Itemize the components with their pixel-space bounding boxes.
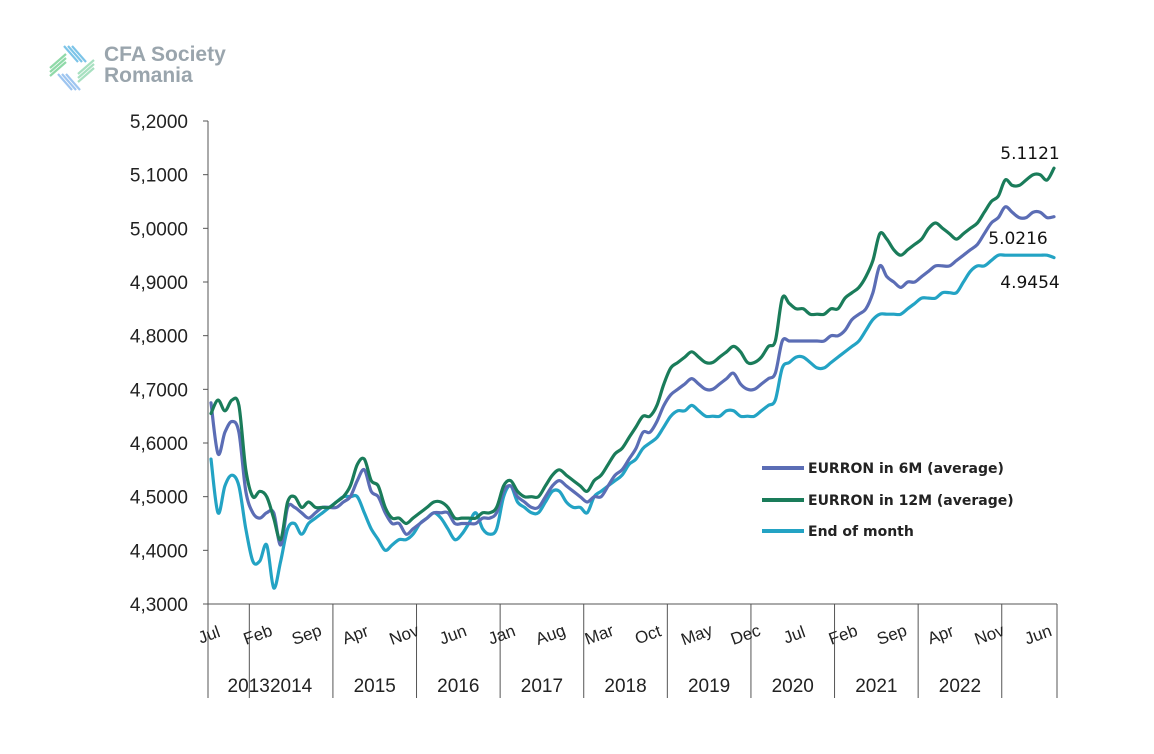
y-tick-label: 4,7000 [130, 380, 188, 401]
year-label: 2022 [939, 676, 981, 697]
year-label: 2016 [437, 676, 479, 697]
month-tick-label: Mar [582, 621, 616, 649]
logo-line-1: CFA Society [104, 43, 226, 66]
y-tick-label: 5,2000 [130, 112, 188, 133]
y-tick-label: 5,0000 [130, 219, 188, 240]
series-lines [209, 166, 1056, 590]
logo-line-2: Romania [104, 64, 193, 87]
legend-item-end-of-month-label: End of month [808, 524, 914, 540]
legend-item-eurron-6m-label: EURRON in 6M (average) [808, 461, 1004, 477]
value-annotations: 5.1121 5.0216 4.9454 [988, 144, 1059, 293]
month-tick-label: Sep [289, 621, 324, 649]
cfa-society-logo [44, 40, 234, 96]
year-label: 2021 [855, 676, 897, 697]
month-tick-label: Dec [728, 621, 763, 649]
month-tick-label: Jun [437, 621, 469, 648]
y-axis-labels: 4,3000 4,4000 4,5000 4,6000 4,7000 4,8000 4,90… [130, 112, 188, 616]
y-tick-label: 4,5000 [130, 488, 188, 509]
legend-item-eurron-12m-label: EURRON in 12M (average) [808, 493, 1014, 509]
x-axis-labels: Jul Feb Sep Apr Nov Jun Jan Aug Mar Oct May Dec Jul F… [196, 620, 1055, 697]
series-line-end-of-month [209, 253, 1056, 590]
series-line-eurron-12m [209, 166, 1056, 542]
year-label: 2017 [521, 676, 563, 697]
logo-text: CFA Society Romania [104, 44, 226, 86]
month-tick-label: Oct [632, 621, 664, 648]
value-annotation: 5.0216 [988, 229, 1047, 249]
year-label: 2013 [228, 676, 270, 697]
y-tick-label: 4,9000 [130, 273, 188, 294]
month-tick-label: May [678, 620, 715, 649]
series-line-eurron-6m [209, 205, 1056, 547]
y-tick-label: 5,1000 [130, 166, 188, 187]
month-tick-label: Sep [874, 621, 909, 649]
month-tick-label: Jul [781, 622, 808, 647]
value-annotation: 5.1121 [1000, 144, 1059, 164]
month-tick-label: Jul [196, 622, 223, 647]
month-tick-label: Jun [1022, 621, 1054, 648]
y-tick-label: 4,8000 [130, 327, 188, 348]
month-tick-label: Jan [486, 621, 518, 648]
month-tick-label: Apr [925, 621, 957, 648]
year-label: 2020 [772, 676, 814, 697]
month-tick-label: Apr [340, 621, 372, 648]
legend: EURRON in 6M (average) EURRON in 12M (ave… [762, 461, 1014, 540]
y-tick-label: 4,3000 [130, 595, 188, 616]
y-tick-label: 4,4000 [130, 541, 188, 562]
month-tick-label: Feb [241, 621, 275, 649]
cfa-logo-mark-icon [49, 45, 95, 91]
chart-axes [203, 120, 1058, 698]
month-tick-label: Aug [533, 621, 568, 649]
year-label: 2018 [604, 676, 646, 697]
year-label: 2014 [270, 676, 313, 697]
y-tick-label: 4,6000 [130, 434, 188, 455]
year-label: 2015 [354, 676, 396, 697]
month-tick-label: Feb [826, 621, 860, 649]
value-annotation: 4.9454 [1000, 273, 1059, 293]
year-label: 2019 [688, 676, 730, 697]
